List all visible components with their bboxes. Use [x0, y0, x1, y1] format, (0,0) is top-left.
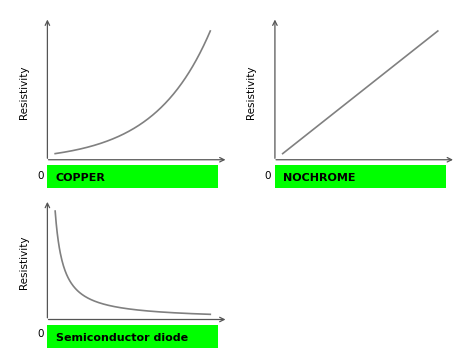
Text: Resistivity: Resistivity	[246, 66, 256, 119]
Text: 0: 0	[265, 170, 271, 181]
Text: temp: temp	[107, 170, 134, 181]
Text: 0: 0	[37, 329, 44, 339]
Text: COPPER: COPPER	[56, 173, 106, 183]
Text: Resistivity: Resistivity	[18, 66, 28, 119]
Text: NOCHROME: NOCHROME	[283, 173, 356, 183]
Text: 0: 0	[37, 170, 44, 181]
Text: Semiconductor diode: Semiconductor diode	[56, 333, 188, 343]
Text: temp: temp	[335, 170, 362, 181]
Text: temp: temp	[107, 329, 134, 339]
Text: Resistivity: Resistivity	[18, 236, 28, 289]
